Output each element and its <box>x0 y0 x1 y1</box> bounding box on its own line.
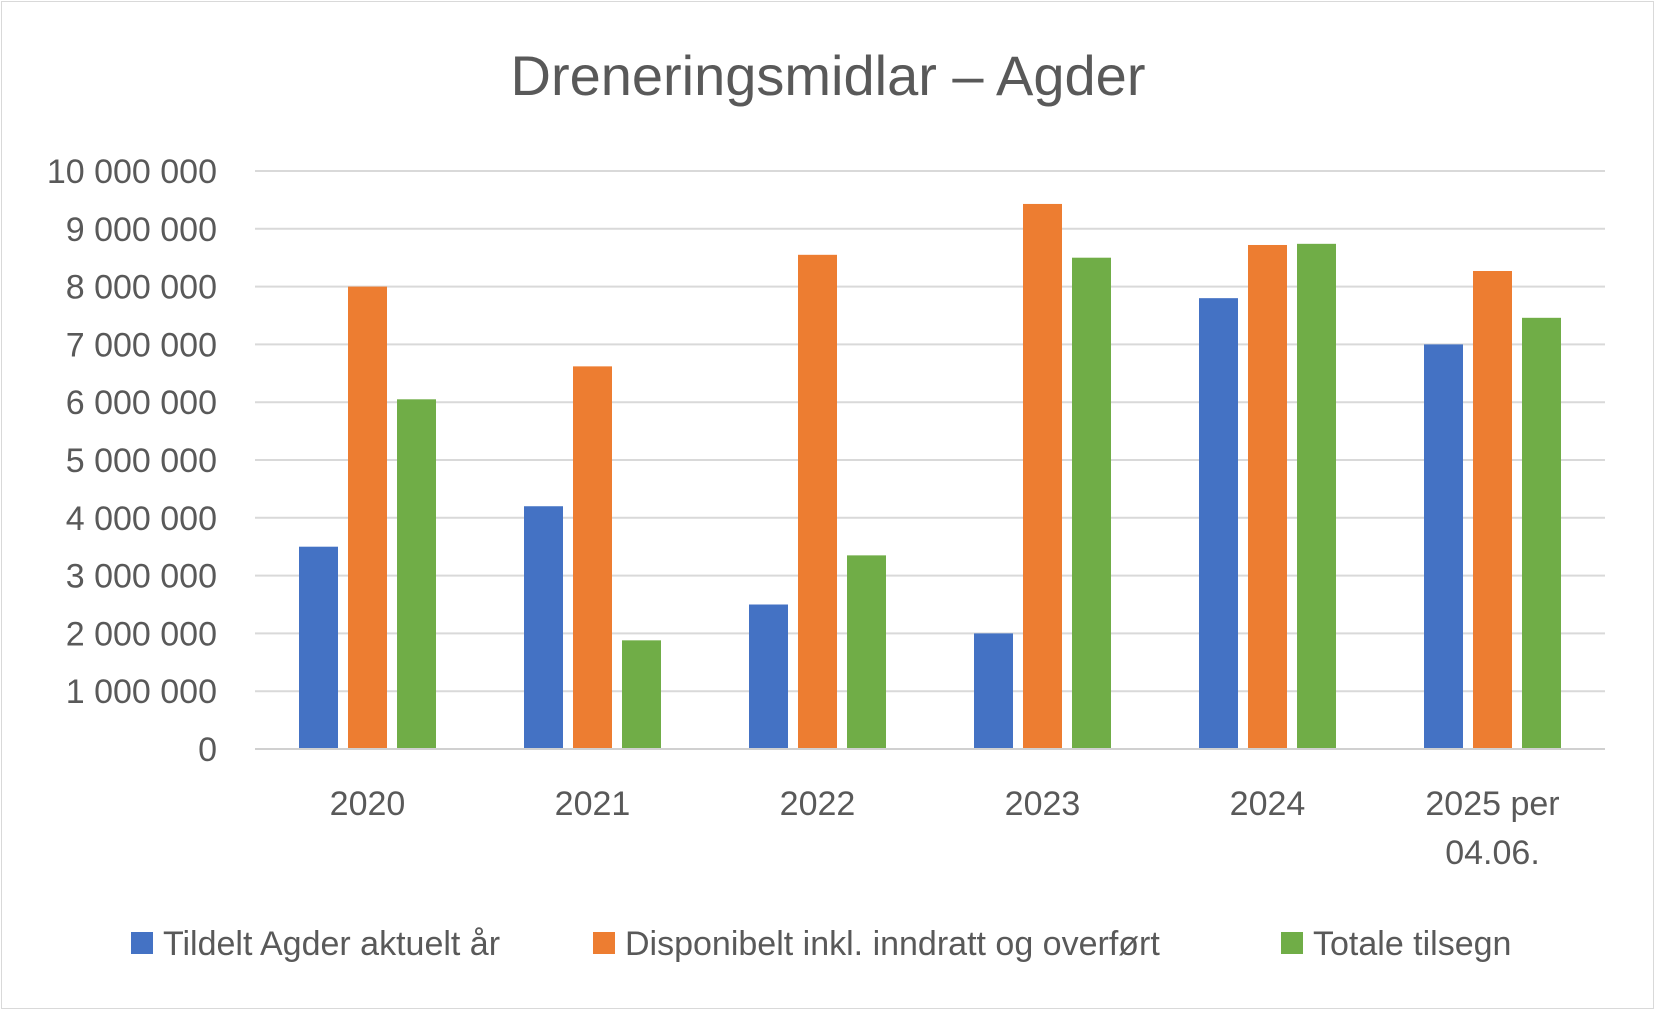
y-tick-label: 4 000 000 <box>66 500 217 538</box>
x-tick-label: 2021 <box>555 785 631 823</box>
bar-2-2020 <box>348 286 387 749</box>
bar-3-2023 <box>1072 257 1111 749</box>
y-tick-label: 3 000 000 <box>66 558 217 596</box>
legend-swatch <box>593 932 615 954</box>
legend-label: Tildelt Agder aktuelt år <box>163 925 500 963</box>
y-tick-label: 7 000 000 <box>66 326 217 364</box>
y-axis: 0 1 000 000 2 000 000 3 000 000 4 000 000 5 0… <box>47 153 217 769</box>
bar-2-2023 <box>1023 203 1062 750</box>
bar-1-2021 <box>524 506 563 749</box>
bars <box>299 203 1561 750</box>
x-tick-label: 2024 <box>1230 785 1306 823</box>
bar-1-2023 <box>974 633 1013 749</box>
chart-title: Dreneringsmidlar – Agder <box>511 44 1146 107</box>
x-tick-label: 2020 <box>330 785 406 823</box>
bar-3-2021 <box>622 640 661 749</box>
legend: Tildelt Agder aktuelt år Disponibelt inkl… <box>131 925 1511 963</box>
y-tick-label: 10 000 000 <box>47 153 217 191</box>
y-tick-label: 5 000 000 <box>66 442 217 480</box>
y-tick-label: 6 000 000 <box>66 384 217 422</box>
bar-1-2020 <box>299 546 338 749</box>
gridlines <box>255 170 1605 693</box>
x-tick-label: 2025 per <box>1425 785 1559 823</box>
bar-2-2025-per-04-06- <box>1473 270 1512 749</box>
bar-3-2020 <box>397 399 436 749</box>
bar-3-2025-per-04-06- <box>1522 317 1561 749</box>
x-axis: 2020 2021 2022 2023 2024 2025 per 04.06. <box>330 785 1560 872</box>
bar-2-2021 <box>573 366 612 749</box>
legend-swatch <box>131 932 153 954</box>
bar-1-2022 <box>749 604 788 749</box>
x-tick-label: 2022 <box>780 785 856 823</box>
y-tick-label: 9 000 000 <box>66 211 217 249</box>
y-tick-label: 8 000 000 <box>66 269 217 307</box>
y-tick-label: 1 000 000 <box>66 673 217 711</box>
x-tick-label: 04.06. <box>1445 834 1540 872</box>
y-tick-label: 2 000 000 <box>66 615 217 653</box>
legend-label: Disponibelt inkl. inndratt og overført <box>625 925 1160 963</box>
bar-1-2025-per-04-06- <box>1424 344 1463 749</box>
bar-3-2022 <box>847 555 886 749</box>
x-tick-label: 2023 <box>1005 785 1081 823</box>
bar-3-2024 <box>1297 243 1336 749</box>
y-tick-label: 0 <box>198 731 217 769</box>
legend-swatch <box>1281 932 1303 954</box>
bar-2-2022 <box>798 254 837 749</box>
legend-label: Totale tilsegn <box>1313 925 1511 963</box>
bar-2-2024 <box>1248 244 1287 749</box>
bar-1-2024 <box>1199 298 1238 749</box>
